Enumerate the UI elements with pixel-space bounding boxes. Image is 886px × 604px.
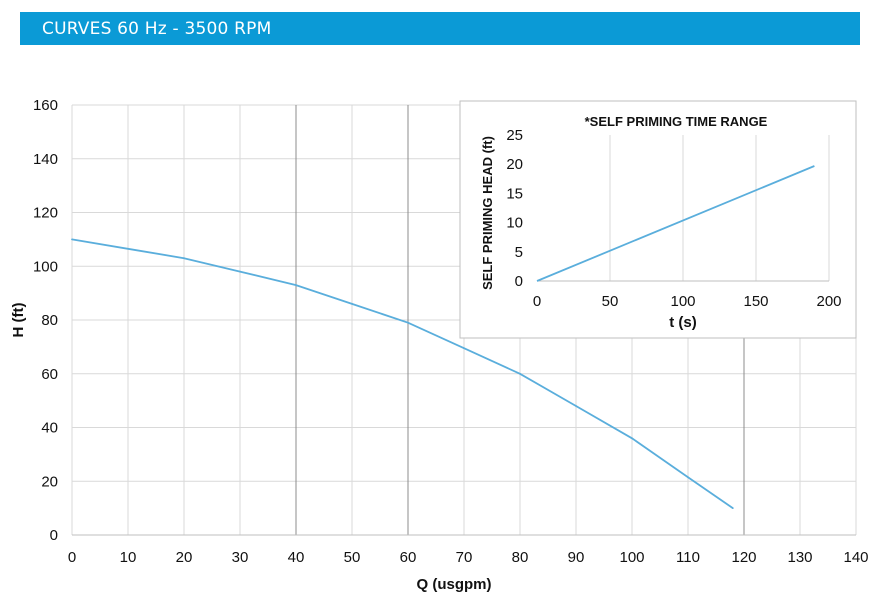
inset-grid: [537, 135, 830, 282]
inset-tick-labels: 0 50 100 150 200 0 5 10 15 20 25: [506, 127, 841, 310]
main-data-point: [731, 507, 734, 510]
main-y-tick-label: 140: [33, 151, 58, 168]
inset-title: *SELF PRIMING TIME RANGE: [585, 114, 768, 129]
inset-y-tick-label: 20: [506, 156, 523, 173]
main-data-point: [463, 347, 465, 350]
main-x-axis-title: Q (usgpm): [417, 576, 492, 593]
main-x-tick-label: 110: [676, 549, 700, 566]
main-data-point: [631, 437, 633, 440]
main-x-tick-label: 60: [400, 549, 417, 566]
main-y-tick-label: 100: [33, 258, 58, 275]
main-x-tick-label: 10: [120, 549, 137, 566]
inset-y-tick-label: 0: [515, 273, 523, 290]
inset-background: [459, 100, 857, 339]
inset-series: [536, 165, 815, 282]
inset-y-tick-label: 10: [506, 215, 523, 232]
inset-y-tick-label: 15: [506, 185, 523, 202]
main-x-tick-label: 80: [512, 549, 529, 566]
main-data-point: [295, 284, 297, 286]
main-data-point: [519, 372, 521, 375]
main-x-tick-label: 120: [731, 549, 756, 566]
inset-y-tick-label: 5: [515, 244, 523, 261]
header-banner: CURVES 60 Hz - 3500 RPM: [20, 12, 860, 45]
main-y-tick-label: 40: [41, 420, 58, 437]
inset-x-tick-label: 0: [533, 293, 541, 310]
main-data-point: [183, 257, 185, 260]
main-x-tick-label: 100: [619, 549, 644, 566]
inset-chart: *SELF PRIMING TIME RANGE 0 50 100 150 200 0 5 1…: [459, 100, 857, 339]
main-y-tick-label: 120: [33, 205, 58, 222]
inset-y-tick-label: 25: [506, 127, 523, 144]
main-data-point: [407, 321, 409, 324]
inset-x-tick-label: 100: [670, 293, 695, 310]
inset-x-tick-label: 50: [602, 293, 619, 310]
main-y-axis-title: H (ft): [10, 303, 27, 338]
main-data-point: [71, 238, 73, 241]
main-x-tick-label: 70: [456, 549, 473, 566]
inset-x-tick-label: 150: [743, 293, 768, 310]
main-x-tick-label: 0: [68, 549, 76, 566]
main-data-point: [127, 247, 129, 250]
main-y-tick-label: 60: [41, 366, 58, 383]
main-y-tick-label: 80: [41, 312, 58, 329]
main-y-tick-label: 20: [41, 473, 58, 490]
main-x-tick-label: 20: [176, 549, 193, 566]
inset-series-line: [536, 165, 815, 282]
main-series: [71, 238, 734, 510]
main-x-tick-label: 30: [232, 549, 249, 566]
main-x-tick-label: 40: [288, 549, 305, 566]
inset-y-axis-title: SELF PRIMING HEAD (ft): [480, 136, 495, 290]
inset-x-tick-label: 200: [816, 293, 841, 310]
main-data-point: [575, 405, 577, 407]
main-data-point: [351, 302, 353, 305]
main-x-tick-label: 130: [787, 549, 812, 566]
header-title: CURVES 60 Hz - 3500 RPM: [42, 19, 272, 39]
main-data-point: [687, 476, 689, 479]
main-data-point: [239, 270, 241, 273]
inset-x-axis-title: t (s): [669, 314, 697, 331]
main-x-tick-label: 140: [843, 549, 868, 566]
main-x-tick-label: 50: [344, 549, 361, 566]
main-x-tick-label: 90: [568, 549, 585, 566]
main-y-tick-label: 0: [50, 527, 58, 544]
main-y-tick-label: 160: [33, 97, 58, 114]
